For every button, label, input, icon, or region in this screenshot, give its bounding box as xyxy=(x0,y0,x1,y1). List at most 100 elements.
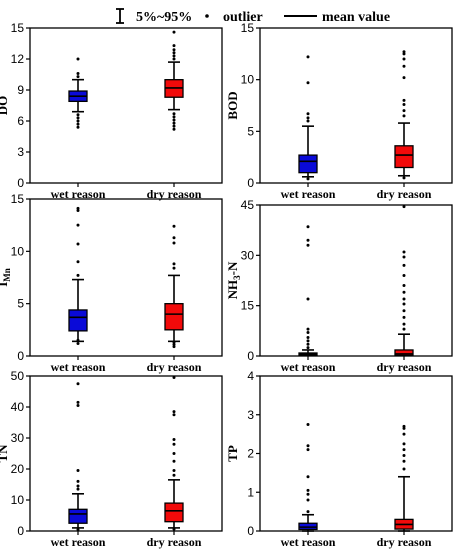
outlier-point xyxy=(402,176,406,180)
outlier-point xyxy=(306,448,310,452)
y-tick-label: 50 xyxy=(11,369,25,383)
outlier-point xyxy=(76,260,80,264)
outlier-point xyxy=(172,345,176,349)
y-axis-label: IMn xyxy=(0,268,12,287)
outlier-point xyxy=(306,81,310,85)
box-wet xyxy=(298,422,318,532)
outlier-point xyxy=(402,302,406,306)
box-wet xyxy=(68,382,88,531)
outlier-point xyxy=(172,121,176,125)
y-axis-label: BOD xyxy=(225,91,240,119)
outlier-point xyxy=(306,243,310,247)
outlier-point xyxy=(306,422,310,426)
box-dry xyxy=(164,376,184,531)
y-tick-label: 30 xyxy=(11,431,25,445)
outlier-point xyxy=(402,315,406,319)
outlier-point xyxy=(76,479,80,483)
outlier-point xyxy=(172,44,176,48)
outlier-point xyxy=(76,119,80,123)
y-tick-label: 0 xyxy=(17,349,24,363)
y-tick-label: 3 xyxy=(17,145,24,159)
outlier-point xyxy=(402,432,406,436)
box-dry xyxy=(164,224,184,349)
outlier-point xyxy=(172,124,176,128)
outlier-point xyxy=(306,238,310,242)
legend-range-icon xyxy=(116,8,124,24)
box-dry xyxy=(394,50,414,180)
chart-panel-TP: 0 1 2 3 4 wet reason dry reason TP xyxy=(225,369,453,549)
category-label: dry reason xyxy=(377,187,432,201)
outlier-point xyxy=(402,114,406,118)
y-tick-label: 20 xyxy=(11,462,25,476)
outlier-point xyxy=(306,488,310,492)
outlier-point xyxy=(172,342,176,346)
box-dry xyxy=(394,205,414,357)
outlier-point xyxy=(402,205,406,209)
plot-frame xyxy=(259,27,453,184)
outlier-point xyxy=(76,113,80,117)
outlier-point xyxy=(76,487,80,491)
outlier-point xyxy=(172,236,176,240)
plot-frame xyxy=(29,375,223,532)
outlier-point xyxy=(76,273,80,277)
outlier-point xyxy=(402,76,406,80)
outlier-point xyxy=(306,177,310,181)
outlier-point xyxy=(306,297,310,301)
category-label: wet reason xyxy=(51,187,106,201)
outlier-point xyxy=(172,241,176,245)
y-tick-label: 6 xyxy=(17,114,24,128)
box-wet xyxy=(298,225,318,357)
y-tick-label: 9 xyxy=(17,83,24,97)
box-dry xyxy=(394,424,414,532)
outlier-point xyxy=(76,223,80,227)
y-tick-label: 0 xyxy=(17,176,24,190)
legend: 5%~95% outlier mean value xyxy=(116,8,390,25)
outlier-point xyxy=(402,322,406,326)
outlier-point xyxy=(402,284,406,288)
y-tick-label: 10 xyxy=(11,244,25,258)
outlier-point xyxy=(306,346,310,350)
outlier-point xyxy=(402,250,406,254)
box-body xyxy=(68,309,88,332)
chart-panel-TN: 0 10 20 30 40 50 wet reason dry reason TN xyxy=(0,369,223,549)
box-wet xyxy=(68,206,88,345)
outlier-point xyxy=(306,342,310,346)
outlier-point xyxy=(402,98,406,102)
y-tick-label: 30 xyxy=(241,248,255,262)
box-body xyxy=(164,303,184,331)
y-tick-label: 15 xyxy=(241,21,255,35)
y-axis-label: DO xyxy=(0,96,10,116)
outlier-point xyxy=(172,410,176,414)
y-tick-label: 10 xyxy=(11,493,25,507)
outlier-point xyxy=(172,224,176,228)
outlier-point xyxy=(76,400,80,404)
outlier-point xyxy=(402,467,406,471)
outlier-point xyxy=(76,484,80,488)
y-tick-label: 4 xyxy=(247,369,254,383)
outlier-point xyxy=(172,438,176,442)
plot-frame xyxy=(259,204,453,357)
legend-outlier-icon xyxy=(205,14,209,18)
y-tick-label: 40 xyxy=(11,400,25,414)
y-axis-label: TN xyxy=(0,444,10,463)
category-label: dry reason xyxy=(147,535,202,549)
outlier-point xyxy=(306,510,310,514)
outlier-point xyxy=(402,52,406,56)
outlier-point xyxy=(402,255,406,259)
outlier-point xyxy=(402,459,406,463)
outlier-point xyxy=(402,424,406,428)
outlier-point xyxy=(76,57,80,61)
y-tick-label: 5 xyxy=(17,297,24,311)
outlier-point xyxy=(172,473,176,477)
plot-frame xyxy=(259,375,453,532)
outlier-point xyxy=(306,444,310,448)
box-body xyxy=(164,502,184,523)
outlier-point xyxy=(172,118,176,122)
outlier-point xyxy=(306,492,310,496)
y-tick-label: 0 xyxy=(247,176,254,190)
outlier-point xyxy=(172,469,176,473)
y-tick-label: 2 xyxy=(247,447,254,461)
outlier-point xyxy=(402,273,406,277)
outlier-point xyxy=(76,469,80,473)
outlier-point xyxy=(76,382,80,386)
